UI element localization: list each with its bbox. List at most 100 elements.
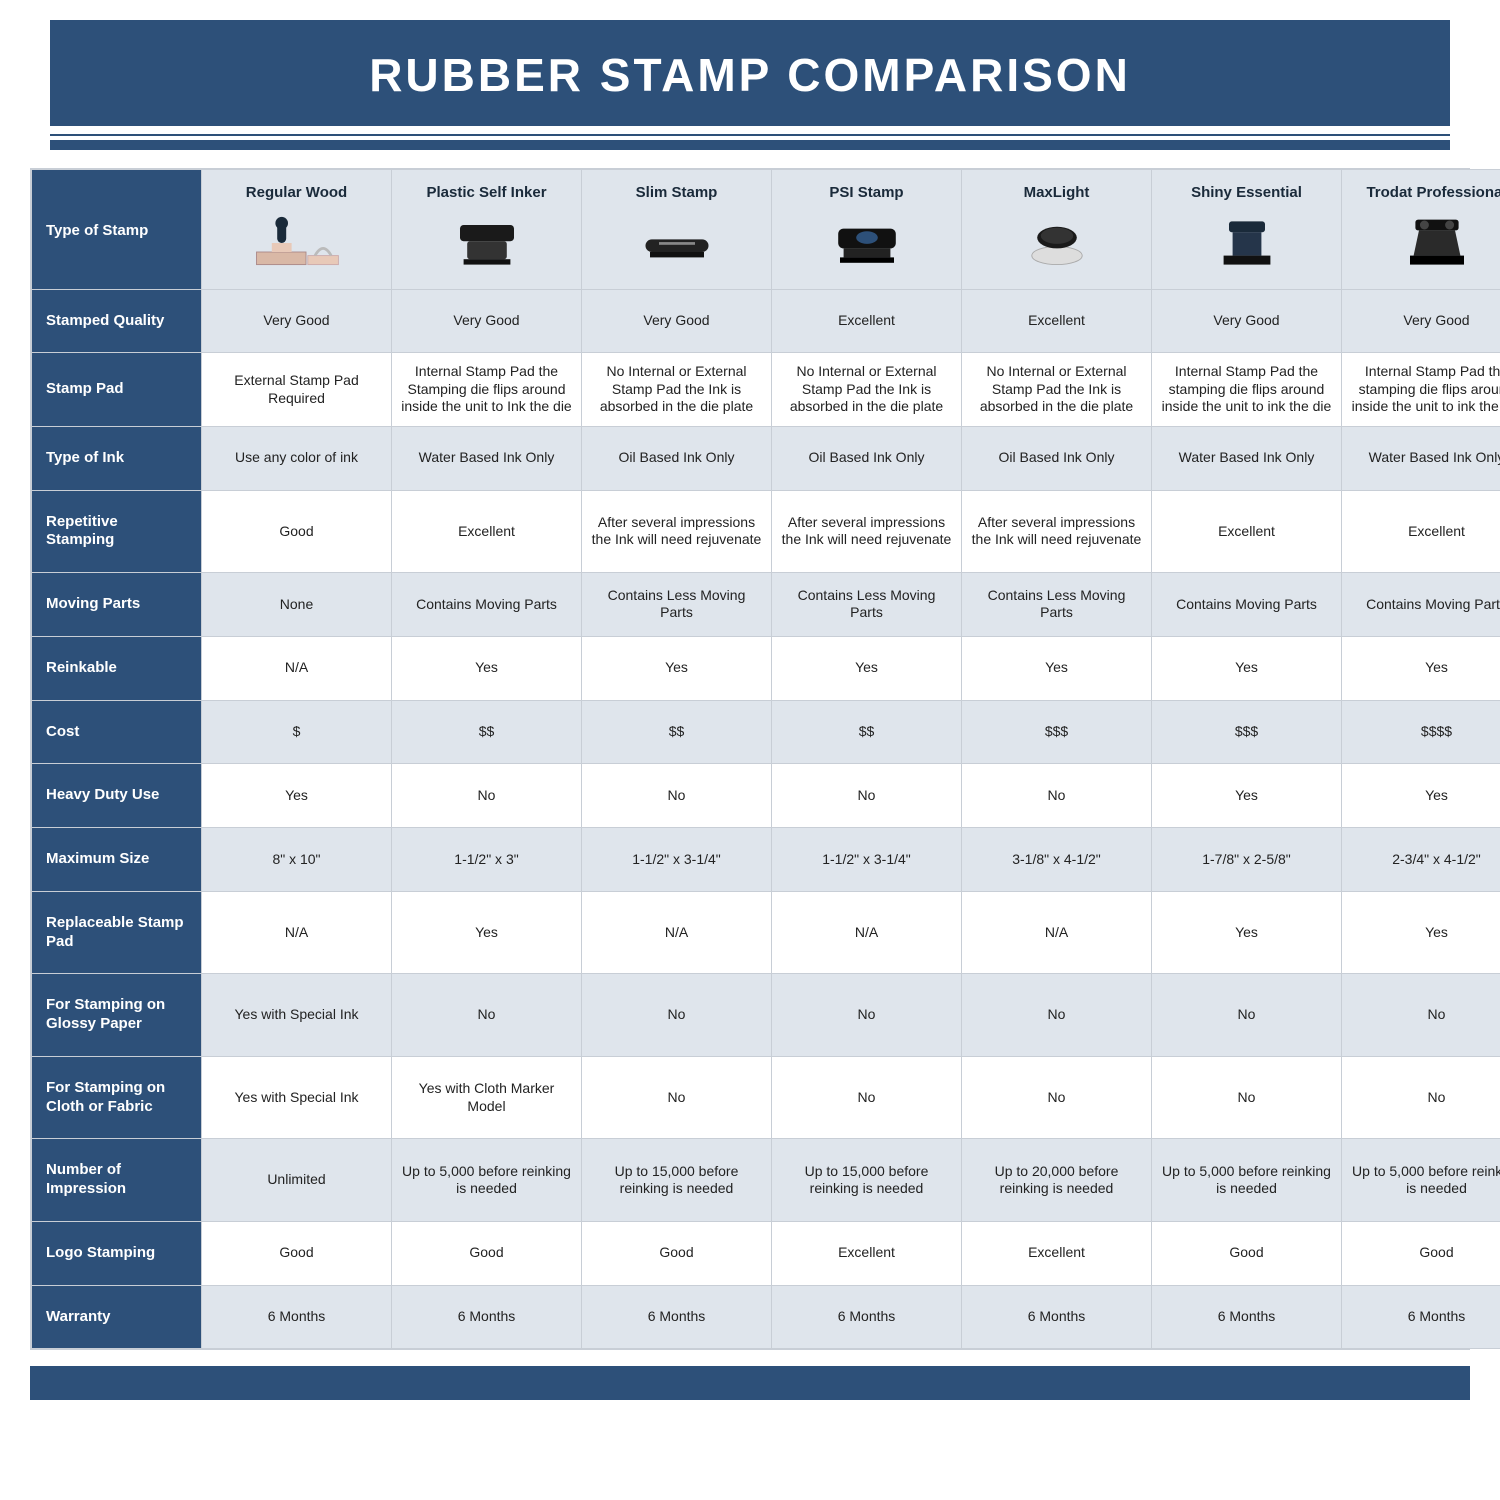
col-header-label: Trodat Professional <box>1350 184 1500 203</box>
table-cell: Yes <box>1152 636 1342 700</box>
table-cell: Contains Moving Parts <box>392 573 582 637</box>
col-header-label: Plastic Self Inker <box>400 184 573 203</box>
table-cell: Yes with Special Ink <box>202 1056 392 1139</box>
table-cell: Yes with Special Ink <box>202 974 392 1057</box>
row-label: Warranty <box>32 1285 202 1349</box>
table-cell: Excellent <box>962 1221 1152 1285</box>
table-cell: Yes <box>392 636 582 700</box>
table-cell: Yes <box>772 636 962 700</box>
table-cell: After several impressions the Ink will n… <box>772 490 962 573</box>
page-title: RUBBER STAMP COMPARISON <box>50 48 1450 102</box>
table-cell: No <box>1152 1056 1342 1139</box>
stamp-icon <box>400 213 573 279</box>
table-cell: Yes with Cloth Marker Model <box>392 1056 582 1139</box>
table-row: For Stamping on Cloth or FabricYes with … <box>32 1056 1500 1139</box>
table-cell: Up to 5,000 before reinking is needed <box>1342 1139 1500 1222</box>
table-cell: $$$$ <box>1342 700 1500 764</box>
table-cell: Good <box>202 1221 392 1285</box>
table-cell: Internal Stamp Pad the stamping die flip… <box>1342 353 1500 427</box>
table-cell: 6 Months <box>202 1285 392 1349</box>
table-cell: No <box>962 764 1152 828</box>
col-header-label: Regular Wood <box>210 184 383 203</box>
col-header: Slim Stamp <box>582 170 772 290</box>
row-label: Replaceable Stamp Pad <box>32 891 202 974</box>
comparison-table-wrap: Type of Stamp Regular Wood Plastic Self … <box>30 168 1470 1350</box>
table-cell: 6 Months <box>1152 1285 1342 1349</box>
row-label: For Stamping on Glossy Paper <box>32 974 202 1057</box>
table-cell: 1-1/2" x 3-1/4" <box>772 828 962 892</box>
table-cell: No Internal or External Stamp Pad the In… <box>582 353 772 427</box>
table-cell: Good <box>1152 1221 1342 1285</box>
table-cell: Excellent <box>772 289 962 353</box>
col-header: Shiny Essential <box>1152 170 1342 290</box>
table-cell: No <box>1342 974 1500 1057</box>
table-cell: No <box>772 974 962 1057</box>
row-label: Stamp Pad <box>32 353 202 427</box>
col-header-label: Shiny Essential <box>1160 184 1333 203</box>
table-head: Type of Stamp Regular Wood Plastic Self … <box>32 170 1500 290</box>
col-header: Regular Wood <box>202 170 392 290</box>
table-cell: $ <box>202 700 392 764</box>
table-cell: Contains Moving Parts <box>1342 573 1500 637</box>
title-rule <box>50 134 1450 150</box>
table-cell: Yes <box>202 764 392 828</box>
table-cell: Internal Stamp Pad the stamping die flip… <box>1152 353 1342 427</box>
table-cell: Contains Less Moving Parts <box>582 573 772 637</box>
table-cell: Up to 15,000 before reinking is needed <box>772 1139 962 1222</box>
table-cell: $$$ <box>1152 700 1342 764</box>
table-cell: Up to 15,000 before reinking is needed <box>582 1139 772 1222</box>
table-cell: Water Based Ink Only <box>1152 426 1342 490</box>
table-cell: Contains Less Moving Parts <box>962 573 1152 637</box>
stamp-icon <box>1350 213 1500 279</box>
table-cell: N/A <box>582 891 772 974</box>
table-cell: No <box>582 1056 772 1139</box>
table-cell: Good <box>1342 1221 1500 1285</box>
table-cell: Very Good <box>1152 289 1342 353</box>
row-label: Maximum Size <box>32 828 202 892</box>
table-cell: Yes <box>392 891 582 974</box>
table-cell: None <box>202 573 392 637</box>
table-cell: Up to 20,000 before reinking is needed <box>962 1139 1152 1222</box>
table-cell: Yes <box>1152 764 1342 828</box>
table-row: Heavy Duty UseYesNoNoNoNoYesYes <box>32 764 1500 828</box>
table-cell: $$$ <box>962 700 1152 764</box>
stamp-icon <box>590 213 763 279</box>
table-cell: No <box>1152 974 1342 1057</box>
stamp-icon <box>970 213 1143 279</box>
row-label: Number of Impression <box>32 1139 202 1222</box>
table-cell: Good <box>582 1221 772 1285</box>
table-row: Warranty6 Months6 Months6 Months6 Months… <box>32 1285 1500 1349</box>
table-cell: Very Good <box>1342 289 1500 353</box>
table-cell: N/A <box>772 891 962 974</box>
table-cell: Internal Stamp Pad the Stamping die flip… <box>392 353 582 427</box>
table-cell: $$ <box>582 700 772 764</box>
table-cell: Yes <box>1152 891 1342 974</box>
table-cell: $$ <box>392 700 582 764</box>
table-cell: No <box>392 764 582 828</box>
table-cell: Oil Based Ink Only <box>582 426 772 490</box>
table-cell: Oil Based Ink Only <box>962 426 1152 490</box>
row-label: Stamped Quality <box>32 289 202 353</box>
table-cell: Unlimited <box>202 1139 392 1222</box>
table-cell: No <box>772 764 962 828</box>
table-cell: After several impressions the Ink will n… <box>962 490 1152 573</box>
table-cell: Yes <box>1342 636 1500 700</box>
corner-label: Type of Stamp <box>32 170 202 290</box>
table-row: Type of InkUse any color of inkWater Bas… <box>32 426 1500 490</box>
table-cell: Up to 5,000 before reinking is needed <box>392 1139 582 1222</box>
col-header: PSI Stamp <box>772 170 962 290</box>
table-cell: 6 Months <box>582 1285 772 1349</box>
table-row: Stamped QualityVery GoodVery GoodVery Go… <box>32 289 1500 353</box>
col-header-label: MaxLight <box>970 184 1143 203</box>
table-row: For Stamping on Glossy PaperYes with Spe… <box>32 974 1500 1057</box>
table-cell: Good <box>392 1221 582 1285</box>
table-cell: No Internal or External Stamp Pad the In… <box>772 353 962 427</box>
table-row: Number of ImpressionUnlimitedUp to 5,000… <box>32 1139 1500 1222</box>
table-row: Logo StampingGoodGoodGoodExcellentExcell… <box>32 1221 1500 1285</box>
table-cell: Water Based Ink Only <box>392 426 582 490</box>
table-cell: No Internal or External Stamp Pad the In… <box>962 353 1152 427</box>
table-cell: Excellent <box>772 1221 962 1285</box>
table-cell: Water Based Ink Only <box>1342 426 1500 490</box>
table-cell: No <box>582 974 772 1057</box>
table-row: Cost$$$$$$$$$$$$$$$$$ <box>32 700 1500 764</box>
